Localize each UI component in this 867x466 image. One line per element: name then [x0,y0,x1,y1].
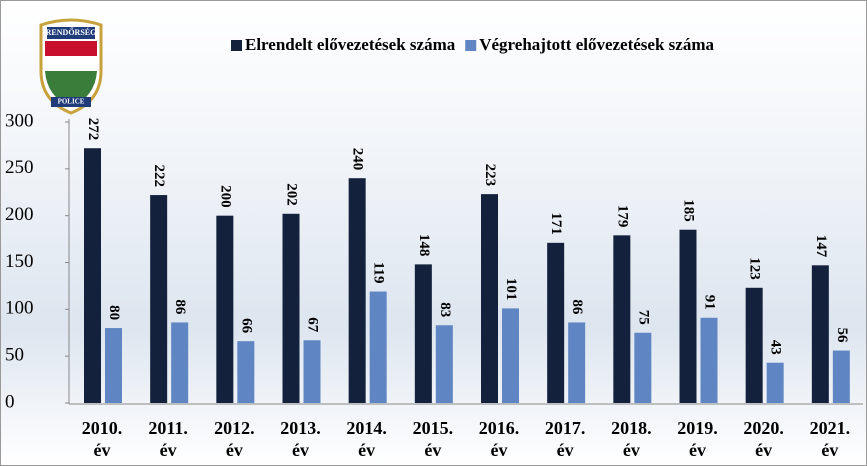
value-label: 75 [635,310,651,325]
value-label: 123 [747,257,763,280]
value-label: 222 [151,165,167,188]
bar [833,351,850,403]
value-label: 179 [614,205,630,228]
logo-bottom: POLICE [58,98,85,106]
value-label: 185 [681,199,697,222]
legend-swatch [231,40,242,51]
value-label: 171 [548,212,564,235]
bar [547,243,564,403]
legend-label: Végrehajtott elővezetések száma [479,35,714,54]
y-tick-label: 150 [5,251,34,272]
value-label: 83 [437,302,453,317]
x-tick-label: 2021. év [797,417,863,461]
value-label: 147 [813,235,829,258]
y-tick-label: 300 [5,110,34,131]
value-label: 101 [503,278,519,301]
bar [502,308,519,403]
x-tick-label: 2019. év [665,417,731,461]
bar [370,292,387,403]
value-label: 66 [238,318,254,334]
y-tick-label: 250 [5,157,34,178]
x-tick-label: 2014. év [334,417,400,461]
value-label: 200 [217,185,233,208]
legend-label: Elrendelt elővezetések száma [245,35,456,54]
bar [237,341,254,403]
bar [304,340,321,403]
value-label: 67 [305,317,321,333]
bar [105,328,122,403]
value-label: 148 [416,234,432,257]
chart: RENDŐRSÉG POLICE 0 50 100 150 200 250 300 Elren… [0,0,867,466]
bar [568,322,585,403]
bar [216,216,233,403]
value-label: 86 [172,299,188,315]
bar [415,264,432,403]
value-label: 119 [371,262,387,284]
value-label: 223 [482,164,498,187]
legend-swatch [465,40,476,51]
x-tick-label: 2015. év [400,417,466,461]
value-label: 91 [702,295,718,310]
y-tick-label: 200 [5,204,34,225]
chart-svg: RENDŐRSÉG POLICE 0 50 100 150 200 250 300 Elren… [1,1,866,465]
value-label: 80 [106,305,122,320]
x-tick-label: 2013. év [268,417,334,461]
x-tick-label: 2017. év [532,417,598,461]
y-tick-label: 0 [5,391,15,412]
bar [767,363,784,403]
value-label: 43 [768,340,784,355]
bar [481,194,498,403]
x-tick-label: 2011. év [135,417,201,461]
bar [613,235,630,403]
bar [436,325,453,403]
bar [150,195,167,403]
x-tick-label: 2020. év [731,417,797,461]
bar [634,333,651,403]
bar [812,265,829,403]
x-tick-label: 2012. év [201,417,267,461]
y-tick-label: 100 [5,298,34,319]
bar [701,318,718,403]
value-label: 56 [834,328,850,344]
bar [171,322,188,403]
x-tick-label: 2010. év [69,417,135,461]
value-label: 240 [350,148,366,171]
x-tick-label: 2016. év [466,417,532,461]
value-label: 272 [85,118,101,141]
y-tick-label: 50 [5,345,24,366]
bar [283,214,300,403]
value-label: 202 [284,183,300,206]
value-label: 86 [569,299,585,315]
x-tick-label: 2018. év [598,417,664,461]
bar [349,178,366,403]
bar [680,230,697,403]
logo-top: RENDŐRSÉG [46,27,97,37]
bar [84,148,101,403]
logo: RENDŐRSÉG POLICE [41,20,101,113]
bar [746,288,763,403]
